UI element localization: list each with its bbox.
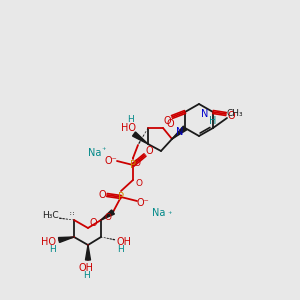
Text: O⁻: O⁻: [105, 156, 117, 166]
Text: O: O: [166, 119, 174, 129]
Text: ⁺: ⁺: [102, 146, 106, 154]
Text: O: O: [136, 179, 142, 188]
Polygon shape: [85, 245, 91, 260]
Text: O: O: [104, 212, 112, 221]
Text: HO: HO: [121, 123, 136, 133]
Polygon shape: [58, 237, 74, 242]
Text: O: O: [98, 190, 106, 200]
Text: H: H: [128, 116, 134, 124]
Text: CH₃: CH₃: [227, 110, 243, 118]
Text: O: O: [163, 116, 171, 126]
Text: OH: OH: [79, 263, 94, 273]
Text: H: H: [209, 116, 217, 126]
Text: P: P: [130, 160, 136, 170]
Text: P: P: [118, 192, 124, 202]
Text: OH: OH: [116, 237, 131, 247]
Text: Na: Na: [88, 148, 102, 158]
Text: N: N: [201, 109, 209, 119]
Text: ⁺: ⁺: [168, 211, 172, 220]
Text: O⁻: O⁻: [136, 198, 149, 208]
Text: O: O: [134, 158, 140, 167]
Polygon shape: [101, 210, 114, 220]
Text: O: O: [145, 146, 153, 156]
Text: O: O: [227, 111, 235, 121]
Text: H: H: [50, 245, 56, 254]
Text: ∷: ∷: [70, 211, 74, 217]
Polygon shape: [133, 132, 148, 144]
Polygon shape: [172, 126, 187, 139]
Text: HO: HO: [41, 237, 56, 247]
Text: O: O: [89, 218, 97, 228]
Text: H: H: [82, 272, 89, 280]
Text: H₃C: H₃C: [42, 212, 58, 220]
Text: N: N: [176, 127, 184, 137]
Text: H: H: [117, 245, 123, 254]
Text: Na: Na: [152, 208, 166, 218]
